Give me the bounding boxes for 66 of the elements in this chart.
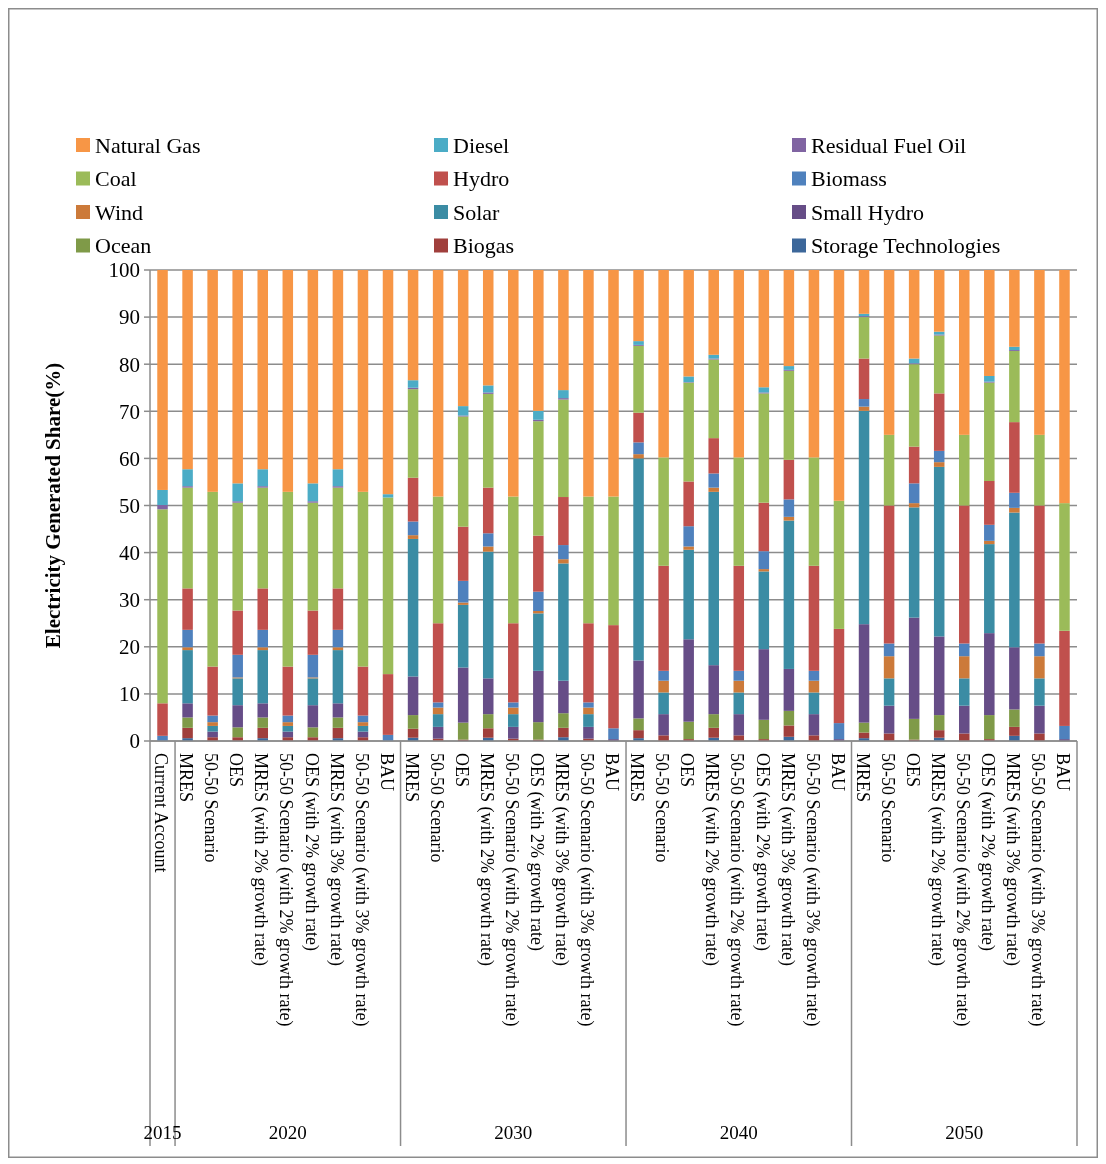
x-tick-label: BAU [827,753,848,792]
x-tick-label: 50-50 Scenario (with 3% growth rate) [801,753,823,1027]
y-tick-label: 0 [129,729,140,754]
legend-label: Biogas [453,233,515,259]
legend-label: Wind [95,199,143,225]
x-tick-label: OES (with 2% growth rate) [526,753,548,951]
y-tick-label: 20 [119,635,140,660]
legend-label: Storage Technologies [811,233,1001,259]
x-tick-label: MRES (with 3% growth rate) [325,753,347,966]
legend-label: Residual Fuel Oil [811,132,967,158]
x-tick-label: MRES (with 2% growth rate) [701,753,723,966]
legend-label: Small Hydro [811,199,925,225]
y-tick-label: 50 [119,493,140,518]
x-tick-label: MRES [401,753,422,803]
x-tick-label: MRES [627,753,648,803]
x-tick-label: 50-50 Scenario (with 2% growth rate) [500,753,522,1027]
x-tick-label: OES [451,753,472,788]
x-tick-label: BAU [1053,753,1074,792]
x-tick-label: 50-50 Scenario (with 2% growth rate) [951,753,973,1027]
x-tick-label: MRES (with 2% growth rate) [926,753,948,966]
legend-label: Hydro [453,166,510,192]
legend-label: Biomass [811,166,887,192]
y-tick-label: 100 [108,258,140,283]
y-tick-label: 30 [119,588,140,613]
x-tick-label: OES (with 2% growth rate) [300,753,322,951]
y-tick-label: 80 [119,352,140,377]
x-tick-label: 50-50 Scenario (with 3% growth rate) [350,753,372,1027]
legend-label: Coal [95,166,137,192]
text: 2020 [268,1122,307,1143]
x-tick-label: 50-50 Scenario (with 2% growth rate) [275,753,297,1027]
y-tick-label: 60 [119,446,140,471]
x-tick-label: MRES (with 3% growth rate) [551,753,573,966]
x-tick-label: MRES [176,753,197,803]
x-tick-label: OES [677,753,698,788]
x-tick-label: OES (with 2% growth rate) [977,753,999,951]
x-tick-label: 50-50 Scenario (with 3% growth rate) [1027,753,1049,1027]
x-tick-label: MRES (with 3% growth rate) [776,753,798,966]
y-axis-title: Electricity Generated Share(%) [41,362,65,649]
y-tick-label: 40 [119,540,140,565]
x-tick-label: Current Account [151,753,172,873]
x-tick-label: 50-50 Scenario (with 2% growth rate) [726,753,748,1027]
x-tick-label: 50-50 Scenario [426,753,447,863]
legend-label: Natural Gas [95,132,201,158]
legend-label: Ocean [95,233,152,259]
y-tick-label: 10 [119,682,140,707]
x-tick-label: MRES (with 2% growth rate) [475,753,497,966]
x-tick-label: 50-50 Scenario (with 3% growth rate) [576,753,598,1027]
x-tick-label: MRES (with 2% growth rate) [250,753,272,966]
x-tick-label: 50-50 Scenario [652,753,673,863]
y-tick-label: 70 [119,399,140,424]
x-tick-label: 50-50 Scenario [201,753,222,863]
text: 2030 [494,1122,533,1143]
text: 2040 [719,1122,758,1143]
x-tick-label: MRES [852,753,873,803]
x-tick-label: BAU [376,753,397,792]
legend-label: Diesel [453,132,510,158]
text: 2015 [143,1122,182,1143]
x-tick-label: BAU [602,753,623,792]
x-tick-label: 50-50 Scenario [877,753,898,863]
x-tick-label: OES [226,753,247,788]
x-tick-label: OES (with 2% growth rate) [751,753,773,951]
x-tick-label: OES [902,753,923,788]
legend-label: Solar [453,199,501,225]
y-tick-label: 90 [119,305,140,330]
x-tick-label: MRES (with 3% growth rate) [1002,753,1024,966]
text: 2050 [945,1122,984,1143]
